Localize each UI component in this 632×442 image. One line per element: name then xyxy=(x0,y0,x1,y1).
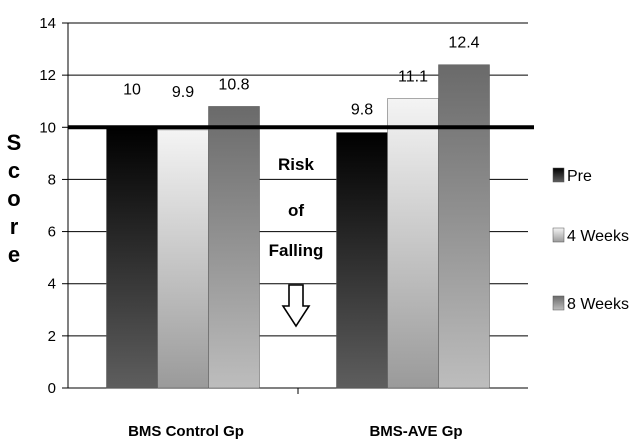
bar-4-weeks xyxy=(157,129,209,389)
legend-label-4-weeks: 4 Weeks xyxy=(567,228,629,245)
y-tick-label: 8 xyxy=(48,171,56,188)
y-tick-label: 0 xyxy=(48,380,56,397)
data-label: 9.9 xyxy=(172,84,194,101)
legend-label-8-weeks: 8 Weeks xyxy=(567,296,629,313)
data-label: 10.8 xyxy=(218,76,249,93)
data-label: 10 xyxy=(123,81,141,98)
legend-label-pre: Pre xyxy=(567,168,592,185)
y-tick-label: 4 xyxy=(48,276,56,293)
data-label: 12.4 xyxy=(448,35,479,52)
data-label: 9.8 xyxy=(351,102,373,119)
data-label: 11.1 xyxy=(398,69,428,86)
legend-swatch-8-weeks xyxy=(552,295,565,311)
legend-swatch-pre xyxy=(552,167,565,183)
y-axis-title-letter: o xyxy=(7,186,20,211)
bar-8-weeks xyxy=(208,106,260,389)
bar-4-weeks xyxy=(387,98,439,389)
y-tick-label: 2 xyxy=(48,328,56,345)
x-category-label: BMS-AVE Gp xyxy=(369,423,462,440)
risk-annotation: Risk of Falling xyxy=(269,155,324,328)
y-tick-label: 14 xyxy=(39,15,56,32)
y-tick-label: 12 xyxy=(39,67,56,84)
y-axis-title-letter: c xyxy=(8,158,20,183)
bars xyxy=(106,64,490,389)
annotation-text: Falling xyxy=(269,241,324,260)
y-axis-title-letter: e xyxy=(8,242,20,267)
bar-8-weeks xyxy=(438,64,490,389)
annotation-text: of xyxy=(288,201,304,220)
y-axis-title-letter: S xyxy=(7,130,22,155)
y-tick-label: 6 xyxy=(48,224,56,241)
y-tick-label: 10 xyxy=(39,119,56,136)
legend: Pre 4 Weeks 8 Weeks xyxy=(552,167,629,313)
bar-pre xyxy=(336,132,388,389)
annotation-text: Risk xyxy=(278,155,314,174)
data-labels: 10 9.9 10.8 9.8 11.1 12.4 xyxy=(123,35,480,119)
y-axis-title-letter: r xyxy=(10,214,19,239)
bar-pre xyxy=(106,127,158,389)
x-category-label: BMS Control Gp xyxy=(128,423,244,440)
down-arrow-icon xyxy=(281,284,311,328)
legend-swatch-4-weeks xyxy=(552,227,565,243)
